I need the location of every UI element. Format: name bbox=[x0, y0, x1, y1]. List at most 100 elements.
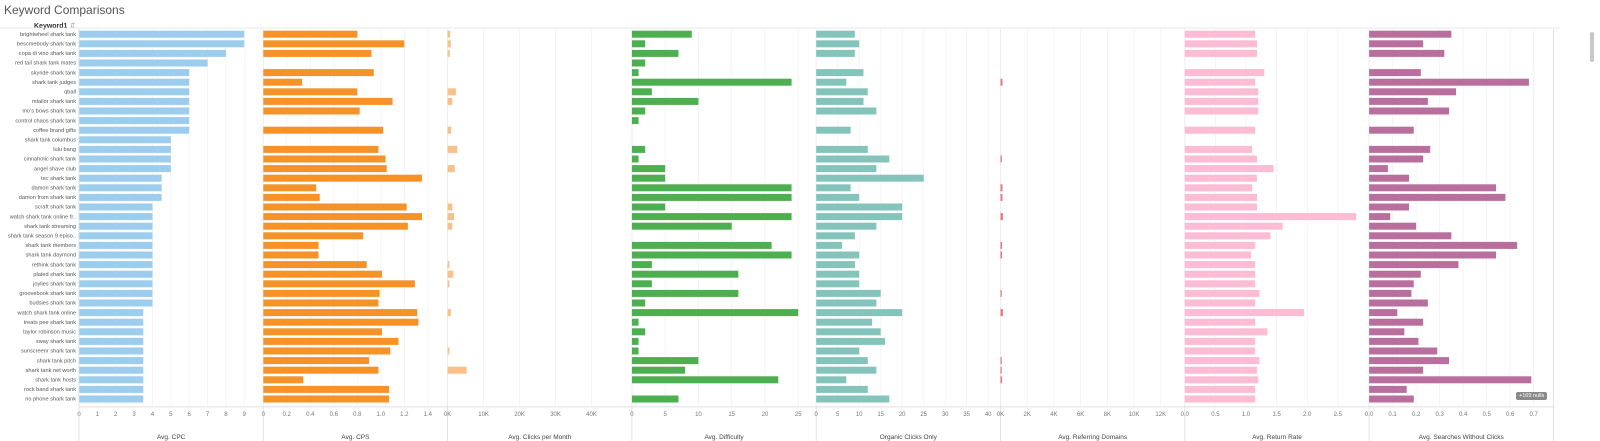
bar bbox=[631, 78, 792, 86]
bar bbox=[447, 366, 467, 374]
bar bbox=[816, 270, 860, 278]
bar bbox=[447, 30, 451, 38]
bar bbox=[1369, 395, 1414, 403]
bar bbox=[631, 280, 652, 288]
row-label: watch shark tank online bbox=[17, 310, 76, 316]
bar bbox=[1000, 366, 1002, 374]
bar bbox=[1184, 385, 1256, 393]
bar bbox=[1184, 376, 1259, 384]
bar bbox=[816, 280, 860, 288]
row-label: shark tank members bbox=[25, 243, 76, 249]
bar bbox=[816, 184, 851, 192]
axis-title: Organic Clicks Only bbox=[880, 434, 938, 441]
bar bbox=[263, 213, 422, 221]
sort-icon[interactable]: ⇩̄ bbox=[69, 23, 76, 30]
bar bbox=[816, 78, 847, 86]
bar bbox=[816, 337, 885, 345]
bar bbox=[631, 318, 639, 326]
bar bbox=[447, 88, 456, 96]
bar bbox=[1369, 155, 1424, 163]
row-label: skyride shark tank bbox=[31, 70, 76, 76]
row-label: tec shark tank bbox=[41, 176, 76, 182]
bar bbox=[1369, 222, 1417, 230]
axis-tick-label: 2.5 bbox=[1334, 412, 1343, 418]
row-label: red tail shark tank mates bbox=[15, 61, 76, 67]
bar bbox=[79, 366, 144, 374]
bar bbox=[263, 366, 379, 374]
bar bbox=[631, 145, 646, 153]
axis-tick-label: 0 bbox=[815, 412, 819, 418]
bar bbox=[1369, 174, 1410, 182]
row-label: rethink shark tank bbox=[32, 262, 76, 268]
axis-tick-label: 2K bbox=[1024, 412, 1031, 418]
bar bbox=[816, 357, 868, 365]
bar bbox=[1369, 357, 1450, 365]
bar bbox=[1369, 280, 1414, 288]
bar bbox=[79, 318, 144, 326]
bar bbox=[1184, 280, 1256, 288]
bar bbox=[816, 69, 864, 77]
bar bbox=[1000, 251, 1003, 259]
bar bbox=[79, 289, 153, 297]
bar bbox=[816, 193, 860, 201]
bar bbox=[263, 145, 379, 153]
bar bbox=[631, 155, 639, 163]
axis-tick-label: 7 bbox=[206, 412, 210, 418]
bar bbox=[263, 184, 317, 192]
bar bbox=[263, 337, 399, 345]
bar bbox=[79, 299, 153, 307]
bar bbox=[1369, 261, 1459, 269]
bar bbox=[1369, 328, 1405, 336]
row-label: taylor robinson music bbox=[23, 330, 76, 336]
bar bbox=[1184, 203, 1258, 211]
bar bbox=[1184, 241, 1256, 249]
axis-tick-label: 40 bbox=[985, 412, 992, 418]
axis-tick-label: 0.6 bbox=[1506, 412, 1515, 418]
bar bbox=[1369, 145, 1431, 153]
axis-tick-label: 25 bbox=[795, 412, 802, 418]
bar bbox=[1369, 88, 1457, 96]
bar bbox=[79, 174, 162, 182]
bar bbox=[263, 155, 386, 163]
bar bbox=[631, 184, 792, 192]
bar bbox=[816, 145, 868, 153]
bar bbox=[1184, 193, 1258, 201]
bar bbox=[1184, 222, 1283, 230]
axis-tick-label: 0.4 bbox=[306, 412, 315, 418]
bar bbox=[1000, 241, 1003, 249]
bar bbox=[263, 126, 384, 134]
null-count-badge[interactable]: +169 nulls bbox=[1516, 392, 1548, 400]
bar bbox=[1000, 289, 1002, 297]
bar bbox=[1184, 337, 1256, 345]
bar bbox=[631, 88, 652, 96]
bar bbox=[447, 270, 454, 278]
bar bbox=[447, 280, 450, 288]
bar bbox=[1369, 78, 1529, 86]
axis-tick-label: 20K bbox=[514, 412, 525, 418]
row-label: cinnaholic shark tank bbox=[24, 157, 76, 163]
axis-tick-label: 12K bbox=[1155, 412, 1166, 418]
axis-title: Avg. CPS bbox=[341, 434, 370, 441]
bar bbox=[631, 40, 646, 48]
bar bbox=[631, 299, 646, 307]
bar bbox=[1184, 270, 1256, 278]
bar bbox=[1000, 78, 1003, 86]
bar bbox=[79, 280, 153, 288]
vertical-scrollbar[interactable] bbox=[1588, 28, 1596, 398]
bar bbox=[447, 145, 458, 153]
row-label: rock band shark tank bbox=[24, 387, 76, 393]
bar bbox=[1369, 347, 1438, 355]
axis-tick-label: 0 bbox=[262, 412, 266, 418]
row-header[interactable]: Keyword1 ⇩̄ bbox=[34, 22, 75, 30]
bar bbox=[816, 347, 860, 355]
bar bbox=[1369, 126, 1414, 134]
row-label: shark tank judges bbox=[32, 80, 76, 86]
bar bbox=[1369, 241, 1518, 249]
row-label: shark tank net worth bbox=[26, 368, 76, 374]
row-label: joylies shark tank bbox=[32, 282, 76, 288]
axis-tick-label: 0.7 bbox=[1529, 412, 1538, 418]
bar bbox=[263, 232, 364, 240]
bar bbox=[631, 251, 792, 259]
scrollbar-thumb[interactable] bbox=[1590, 32, 1594, 62]
axis-tick-label: 1.0 bbox=[1242, 412, 1251, 418]
